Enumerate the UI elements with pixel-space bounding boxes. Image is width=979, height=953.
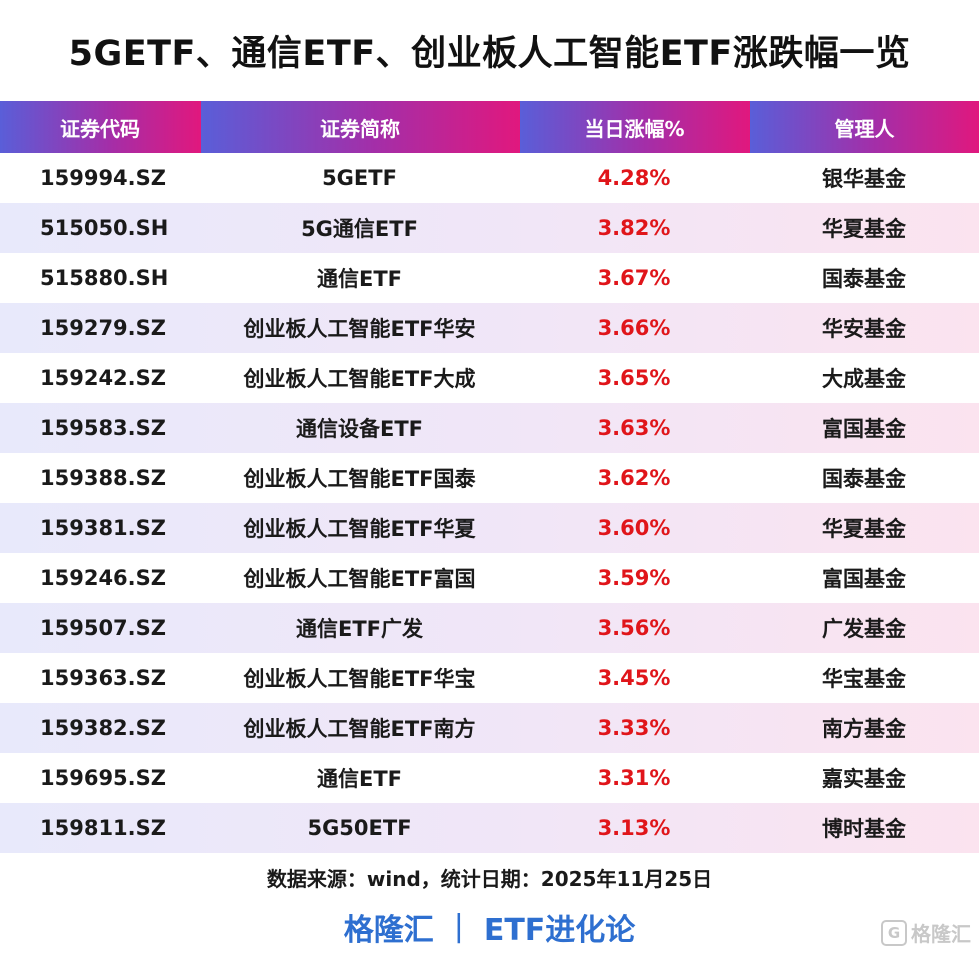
cell-change: 3.60%: [597, 516, 671, 540]
table-row: 159279.SZ 创业板人工智能ETF华安 3.66% 华安基金: [0, 303, 979, 353]
cell-manager: 大成基金: [822, 367, 906, 391]
cell-code: 159583.SZ: [40, 416, 166, 440]
column-header-manager: 管理人: [749, 101, 979, 153]
watermark-text: 格隆汇: [911, 922, 971, 946]
cell-code: 159994.SZ: [40, 166, 166, 190]
cell-change: 4.28%: [597, 166, 671, 190]
cell-name: 创业板人工智能ETF大成: [243, 367, 476, 391]
column-name: ETF进化论: [483, 912, 636, 948]
cell-code: 159246.SZ: [40, 566, 166, 590]
table-row: 159382.SZ 创业板人工智能ETF南方 3.33% 南方基金: [0, 703, 979, 753]
column-header-name: 证券简称: [200, 101, 519, 153]
etf-table: 证券代码 证券简称 当日涨幅% 管理人 159994.SZ 5GETF 4.28% 银…: [0, 101, 979, 853]
table-row: 159695.SZ 通信ETF 3.31% 嘉实基金: [0, 753, 979, 803]
cell-manager: 广发基金: [822, 617, 906, 641]
cell-manager: 国泰基金: [822, 267, 906, 291]
cell-name: 创业板人工智能ETF华安: [243, 317, 476, 341]
table-row: 159388.SZ 创业板人工智能ETF国泰 3.62% 国泰基金: [0, 453, 979, 503]
cell-change: 3.62%: [597, 466, 671, 490]
cell-code: 515050.SH: [40, 216, 169, 240]
cell-manager: 银华基金: [822, 167, 906, 191]
cell-change: 3.33%: [597, 716, 671, 740]
table-row: 515880.SH 通信ETF 3.67% 国泰基金: [0, 253, 979, 303]
cell-name: 创业板人工智能ETF国泰: [243, 467, 476, 491]
gelonghui-logo-icon: G: [881, 919, 907, 946]
cell-change: 3.65%: [597, 366, 671, 390]
page-title: 5GETF、通信ETF、创业板人工智能ETF涨跌幅一览: [68, 33, 911, 74]
cell-code: 159363.SZ: [40, 666, 166, 690]
cell-name: 创业板人工智能ETF华夏: [243, 517, 476, 541]
cell-manager: 国泰基金: [822, 467, 906, 491]
footer-brand: 格隆汇 | ETF进化论: [0, 900, 979, 953]
cell-name: 通信ETF广发: [295, 617, 423, 641]
cell-code: 159242.SZ: [40, 366, 166, 390]
table-row: 159583.SZ 通信设备ETF 3.63% 富国基金: [0, 403, 979, 453]
cell-manager: 博时基金: [822, 817, 906, 841]
data-source-note: 数据来源：wind，统计日期：2025年11月25日: [266, 866, 713, 891]
cell-name: 通信ETF: [316, 767, 402, 791]
cell-name: 创业板人工智能ETF南方: [243, 717, 476, 741]
cell-change: 3.31%: [597, 766, 671, 790]
table-row: 159994.SZ 5GETF 4.28% 银华基金: [0, 153, 979, 203]
cell-manager: 嘉实基金: [822, 767, 906, 791]
cell-name: 通信ETF: [316, 267, 402, 291]
cell-change: 3.13%: [597, 816, 671, 840]
cell-manager: 华宝基金: [822, 667, 906, 691]
cell-name: 5G50ETF: [307, 816, 412, 840]
cell-manager: 华夏基金: [822, 517, 906, 541]
cell-change: 3.63%: [597, 416, 671, 440]
cell-name: 创业板人工智能ETF富国: [243, 567, 476, 591]
cell-name: 通信设备ETF: [295, 417, 423, 441]
cell-manager: 华夏基金: [822, 217, 906, 241]
table-row: 159507.SZ 通信ETF广发 3.56% 广发基金: [0, 603, 979, 653]
cell-code: 159381.SZ: [40, 516, 166, 540]
column-header-code: 证券代码: [0, 101, 200, 153]
table-header: 证券代码 证券简称 当日涨幅% 管理人: [0, 101, 979, 153]
cell-manager: 华安基金: [822, 317, 906, 341]
cell-change: 3.45%: [597, 666, 671, 690]
cell-code: 159279.SZ: [40, 316, 166, 340]
cell-name: 5GETF: [322, 166, 397, 190]
cell-change: 3.66%: [597, 316, 671, 340]
table-row: 159381.SZ 创业板人工智能ETF华夏 3.60% 华夏基金: [0, 503, 979, 553]
cell-code: 159382.SZ: [40, 716, 166, 740]
cell-name: 5G通信ETF: [301, 217, 418, 241]
cell-code: 159388.SZ: [40, 466, 166, 490]
table-row: 159242.SZ 创业板人工智能ETF大成 3.65% 大成基金: [0, 353, 979, 403]
cell-manager: 富国基金: [822, 567, 906, 591]
table-row: 159246.SZ 创业板人工智能ETF富国 3.59% 富国基金: [0, 553, 979, 603]
cell-code: 159507.SZ: [40, 616, 166, 640]
cell-change: 3.56%: [597, 616, 671, 640]
cell-change: 3.82%: [597, 216, 671, 240]
cell-change: 3.59%: [597, 566, 671, 590]
cell-change: 3.67%: [597, 266, 671, 290]
table-row: 515050.SH 5G通信ETF 3.82% 华夏基金: [0, 203, 979, 253]
column-header-change: 当日涨幅%: [519, 101, 749, 153]
cell-manager: 富国基金: [822, 417, 906, 441]
cell-manager: 南方基金: [822, 717, 906, 741]
brand-name: 格隆汇: [343, 912, 434, 948]
cell-code: 515880.SH: [40, 266, 169, 290]
cell-code: 159695.SZ: [40, 766, 166, 790]
cell-name: 创业板人工智能ETF华宝: [243, 667, 476, 691]
cell-code: 159811.SZ: [40, 816, 166, 840]
table-row: 159363.SZ 创业板人工智能ETF华宝 3.45% 华宝基金: [0, 653, 979, 703]
brand-separator: |: [453, 909, 464, 944]
table-body: 159994.SZ 5GETF 4.28% 银华基金 515050.SH 5G通信ETF 3…: [0, 153, 979, 853]
watermark: G 格隆汇: [881, 918, 971, 947]
table-row: 159811.SZ 5G50ETF 3.13% 博时基金: [0, 803, 979, 853]
